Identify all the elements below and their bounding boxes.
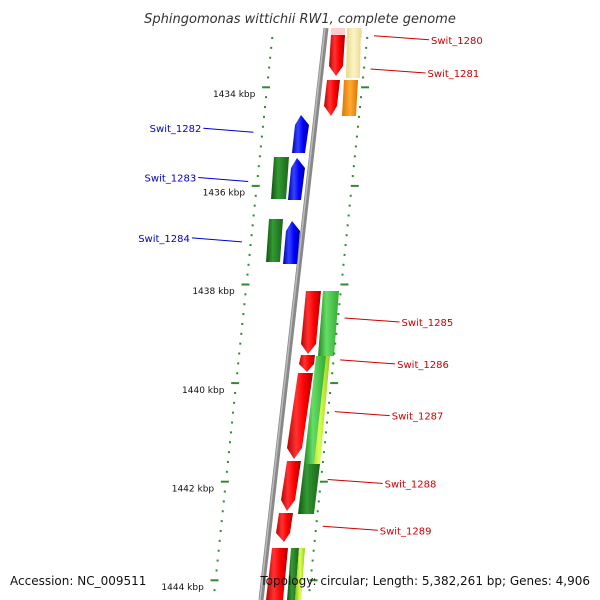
- gene-leader-line: [203, 127, 254, 133]
- scale-label: 1444 kbp: [161, 583, 204, 593]
- cds-stub-top: [331, 28, 345, 38]
- gene-leader-line: [373, 35, 430, 41]
- gene-label-swit-1288[interactable]: Swit_1288: [385, 479, 437, 490]
- cog-block: [304, 356, 326, 464]
- cog-block: [318, 291, 339, 356]
- gene-label-swit-1283[interactable]: Swit_1283: [145, 174, 197, 185]
- cds-minus-strand: [283, 115, 309, 264]
- gene-label-swit-1282[interactable]: Swit_1282: [150, 124, 202, 135]
- gene-label-swit-1284[interactable]: Swit_1284: [138, 234, 190, 245]
- scale-ticks: [210, 37, 370, 592]
- gene-label-swit-1287[interactable]: Swit_1287: [392, 412, 444, 423]
- gene-labels: Swit_1280 Swit_1281 Swit_1282 Swit_1283 Swit…: [138, 36, 482, 538]
- gene-leader-line: [191, 237, 242, 243]
- gene-leader-line: [198, 177, 249, 183]
- gene-label-swit-1280[interactable]: Swit_1280: [431, 36, 483, 47]
- gene-leader-line: [334, 411, 390, 417]
- map-title: Sphingomonas wittichii RW1, complete gen…: [144, 12, 456, 27]
- scale-labels: 1434 kbp 1436 kbp 1438 kbp 1440 kbp 1442 kbp…: [161, 90, 255, 593]
- cds-feature: [266, 548, 288, 600]
- cog-block: [295, 548, 305, 600]
- cog-block: [342, 80, 358, 116]
- genome-backbone-highlight: [259, 27, 326, 600]
- cog-ring-inner: [266, 157, 289, 262]
- cds-feature: [281, 461, 301, 511]
- cds-feature: [287, 373, 313, 459]
- cog-block: [346, 28, 361, 78]
- cds-feature: [288, 158, 305, 200]
- cds-feature: [329, 35, 345, 76]
- gene-leader-line: [327, 478, 383, 484]
- cds-feature: [276, 513, 293, 542]
- cds-feature: [299, 355, 315, 372]
- gene-label-swit-1285[interactable]: Swit_1285: [402, 318, 454, 329]
- scale-label: 1440 kbp: [182, 386, 225, 396]
- scale-label: 1434 kbp: [213, 90, 256, 100]
- gene-leader-line: [322, 525, 378, 531]
- cog-block: [266, 219, 283, 262]
- cds-plus-strand: [266, 35, 345, 600]
- scale-label: 1438 kbp: [192, 287, 235, 297]
- cds-feature: [292, 115, 309, 153]
- gene-label-leaders: [191, 35, 430, 531]
- gene-leader-line: [340, 359, 396, 365]
- cog-block: [271, 157, 289, 199]
- gene-leader-line: [370, 68, 426, 74]
- gene-label-swit-1289[interactable]: Swit_1289: [380, 526, 432, 537]
- scale-label: 1442 kbp: [172, 484, 215, 494]
- gene-leader-line: [344, 317, 400, 323]
- cds-feature: [301, 291, 321, 354]
- gene-label-swit-1286[interactable]: Swit_1286: [397, 360, 449, 371]
- cds-feature: [283, 221, 300, 264]
- cog-block: [298, 464, 320, 514]
- accession-label: Accession: NC_009511: [10, 574, 147, 588]
- topology-summary: Topology: circular; Length: 5,382,261 bp…: [260, 574, 590, 588]
- cog-ring: [287, 28, 361, 600]
- cds-feature: [324, 80, 340, 116]
- genome-backbone: [258, 27, 329, 600]
- gene-label-swit-1281[interactable]: Swit_1281: [428, 69, 480, 80]
- scale-label: 1436 kbp: [203, 189, 246, 199]
